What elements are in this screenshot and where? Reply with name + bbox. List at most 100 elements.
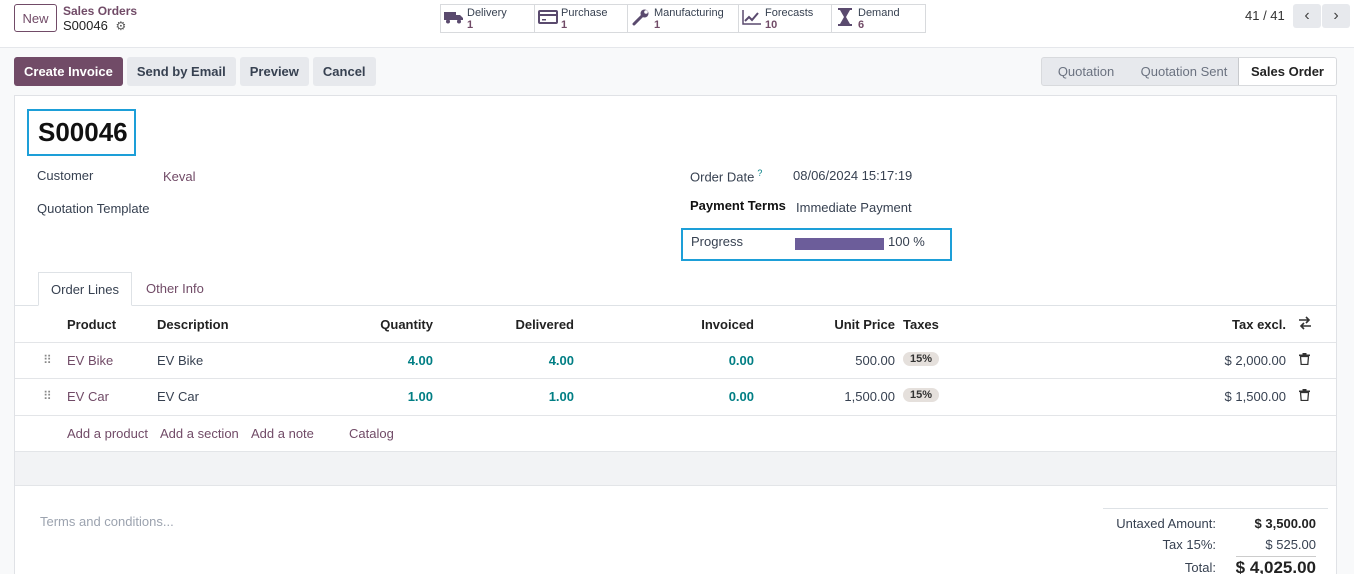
col-product[interactable]: Product: [67, 317, 117, 332]
customer-field[interactable]: Keval: [163, 169, 196, 184]
progress-bar: [795, 238, 884, 250]
row-description[interactable]: EV Car: [157, 389, 199, 404]
col-delivered[interactable]: Delivered: [515, 317, 574, 332]
col-quantity[interactable]: Quantity: [380, 317, 433, 332]
forecasts-label: Forecasts: [765, 6, 814, 19]
chevron-right-icon[interactable]: ›: [1322, 4, 1350, 28]
row-delivered[interactable]: 1.00: [548, 389, 574, 404]
optional-columns-icon[interactable]: [1298, 316, 1312, 333]
order-name-highlight: S00046: [27, 109, 136, 156]
tax-badge[interactable]: 15%: [903, 352, 940, 366]
col-invoiced[interactable]: Invoiced: [701, 317, 754, 332]
col-taxes[interactable]: Taxes: [903, 317, 939, 332]
new-button[interactable]: New: [14, 4, 57, 32]
total-label: Total:: [1184, 560, 1216, 574]
truck-icon: [441, 10, 467, 27]
stage-quotation-sent[interactable]: Quotation Sent: [1140, 64, 1228, 79]
drag-handle-icon[interactable]: ⠿: [43, 389, 52, 403]
breadcrumb-parent[interactable]: Sales Orders: [63, 4, 138, 18]
row-delivered[interactable]: 4.00: [548, 353, 574, 368]
row-unit-price[interactable]: 500.00: [855, 353, 895, 368]
tab-order-lines[interactable]: Order Lines: [38, 272, 132, 306]
row-invoiced[interactable]: 0.00: [728, 389, 754, 404]
total-value: $ 4,025.00: [1235, 556, 1316, 574]
add-product-link[interactable]: Add a product: [67, 426, 148, 441]
tax-badge[interactable]: 15%: [903, 388, 940, 402]
delivery-count: 1: [467, 18, 474, 31]
preview-button[interactable]: Preview: [239, 57, 309, 86]
manufacturing-label: Manufacturing: [654, 6, 724, 19]
terms-and-conditions-field[interactable]: Terms and conditions...: [40, 514, 174, 529]
breadcrumb-current: S00046 ⚙: [63, 18, 126, 33]
table-header: Product Description Quantity Delivered I…: [15, 306, 1336, 343]
status-bar: Quotation Quotation Sent Sales Order: [1041, 57, 1337, 86]
customer-label: Customer: [37, 168, 94, 183]
row-unit-price[interactable]: 1,500.00: [844, 389, 895, 404]
purchase-smart-button[interactable]: Purchase 1: [534, 4, 628, 33]
progress-label: Progress: [691, 234, 744, 249]
catalog-link[interactable]: Catalog: [349, 426, 394, 441]
hourglass-icon: [832, 8, 858, 29]
totals-summary: Untaxed Amount: $ 3,500.00 Tax 15%: $ 52…: [1103, 508, 1328, 574]
create-invoice-button[interactable]: Create Invoice: [14, 57, 123, 86]
col-description[interactable]: Description: [157, 317, 229, 332]
trash-icon[interactable]: [1299, 389, 1310, 404]
demand-count: 6: [858, 18, 865, 31]
form-sheet: S00046 Customer Keval Quotation Template…: [14, 95, 1337, 574]
row-description[interactable]: EV Bike: [157, 353, 204, 368]
add-section-link[interactable]: Add a section: [160, 426, 239, 441]
forecasts-count: 10: [765, 18, 778, 31]
order-date-label: Order Date?: [690, 168, 762, 184]
row-subtotal: $ 2,000.00: [1224, 353, 1286, 368]
area-chart-icon: [739, 9, 765, 28]
help-tooltip-icon[interactable]: ?: [757, 168, 763, 178]
purchase-count: 1: [561, 18, 568, 31]
payment-terms-label: Payment Terms: [690, 198, 786, 213]
action-buttons: Create Invoice Send by Email Preview Can…: [14, 57, 376, 86]
stage-sales-order[interactable]: Sales Order: [1238, 58, 1336, 85]
stage-quotation[interactable]: Quotation: [1057, 64, 1115, 79]
add-note-link[interactable]: Add a note: [251, 426, 314, 441]
tax-value: $ 525.00: [1265, 537, 1316, 552]
notebook-tabs: Order Lines Other Info: [15, 272, 1336, 306]
demand-smart-button[interactable]: Demand 6: [831, 4, 926, 33]
breadcrumb-current-label: S00046: [63, 18, 108, 33]
row-product[interactable]: EV Car: [67, 389, 109, 404]
purchase-label: Purchase: [561, 6, 608, 19]
chevron-left-icon[interactable]: ‹: [1293, 4, 1321, 28]
tab-other-info[interactable]: Other Info: [146, 281, 204, 296]
tax-label: Tax 15%:: [1162, 537, 1216, 552]
progress-value: 100 %: [888, 234, 925, 249]
trash-icon[interactable]: [1299, 353, 1310, 368]
gear-icon[interactable]: ⚙: [115, 19, 127, 33]
row-quantity[interactable]: 4.00: [407, 353, 433, 368]
order-date-label-text: Order Date: [690, 169, 755, 185]
pager-value: 41 / 41: [1245, 8, 1285, 23]
delivery-label: Delivery: [467, 6, 507, 19]
quotation-template-label: Quotation Template: [37, 201, 150, 216]
table-row[interactable]: ⠿ EV Bike EV Bike 4.00 4.00 0.00 500.00 …: [15, 343, 1336, 379]
forecasts-smart-button[interactable]: Forecasts 10: [738, 4, 832, 33]
progress-highlight: Progress 100 %: [681, 228, 952, 261]
row-invoiced[interactable]: 0.00: [728, 353, 754, 368]
row-quantity[interactable]: 1.00: [407, 389, 433, 404]
manufacturing-smart-button[interactable]: Manufacturing 1: [627, 4, 739, 33]
untaxed-amount-label: Untaxed Amount:: [1116, 516, 1216, 531]
order-date-field[interactable]: 08/06/2024 15:17:19: [793, 168, 913, 183]
demand-label: Demand: [858, 6, 900, 19]
col-tax-excl[interactable]: Tax excl.: [1232, 317, 1286, 332]
control-panel: New Sales Orders S00046 ⚙ Delivery 1 Purc…: [0, 0, 1354, 48]
drag-handle-icon[interactable]: ⠿: [43, 353, 52, 367]
col-unit-price[interactable]: Unit Price: [834, 317, 895, 332]
payment-terms-field[interactable]: Immediate Payment: [796, 200, 912, 215]
manufacturing-count: 1: [654, 18, 661, 31]
credit-card-icon: [535, 10, 561, 27]
row-product[interactable]: EV Bike: [67, 353, 114, 368]
table-footer-band: [15, 452, 1336, 486]
delivery-smart-button[interactable]: Delivery 1: [440, 4, 535, 33]
table-row[interactable]: ⠿ EV Car EV Car 1.00 1.00 0.00 1,500.00 …: [15, 379, 1336, 416]
cancel-button[interactable]: Cancel: [312, 57, 376, 86]
wrench-icon: [628, 8, 654, 29]
send-email-button[interactable]: Send by Email: [126, 57, 236, 86]
row-subtotal: $ 1,500.00: [1224, 389, 1286, 404]
